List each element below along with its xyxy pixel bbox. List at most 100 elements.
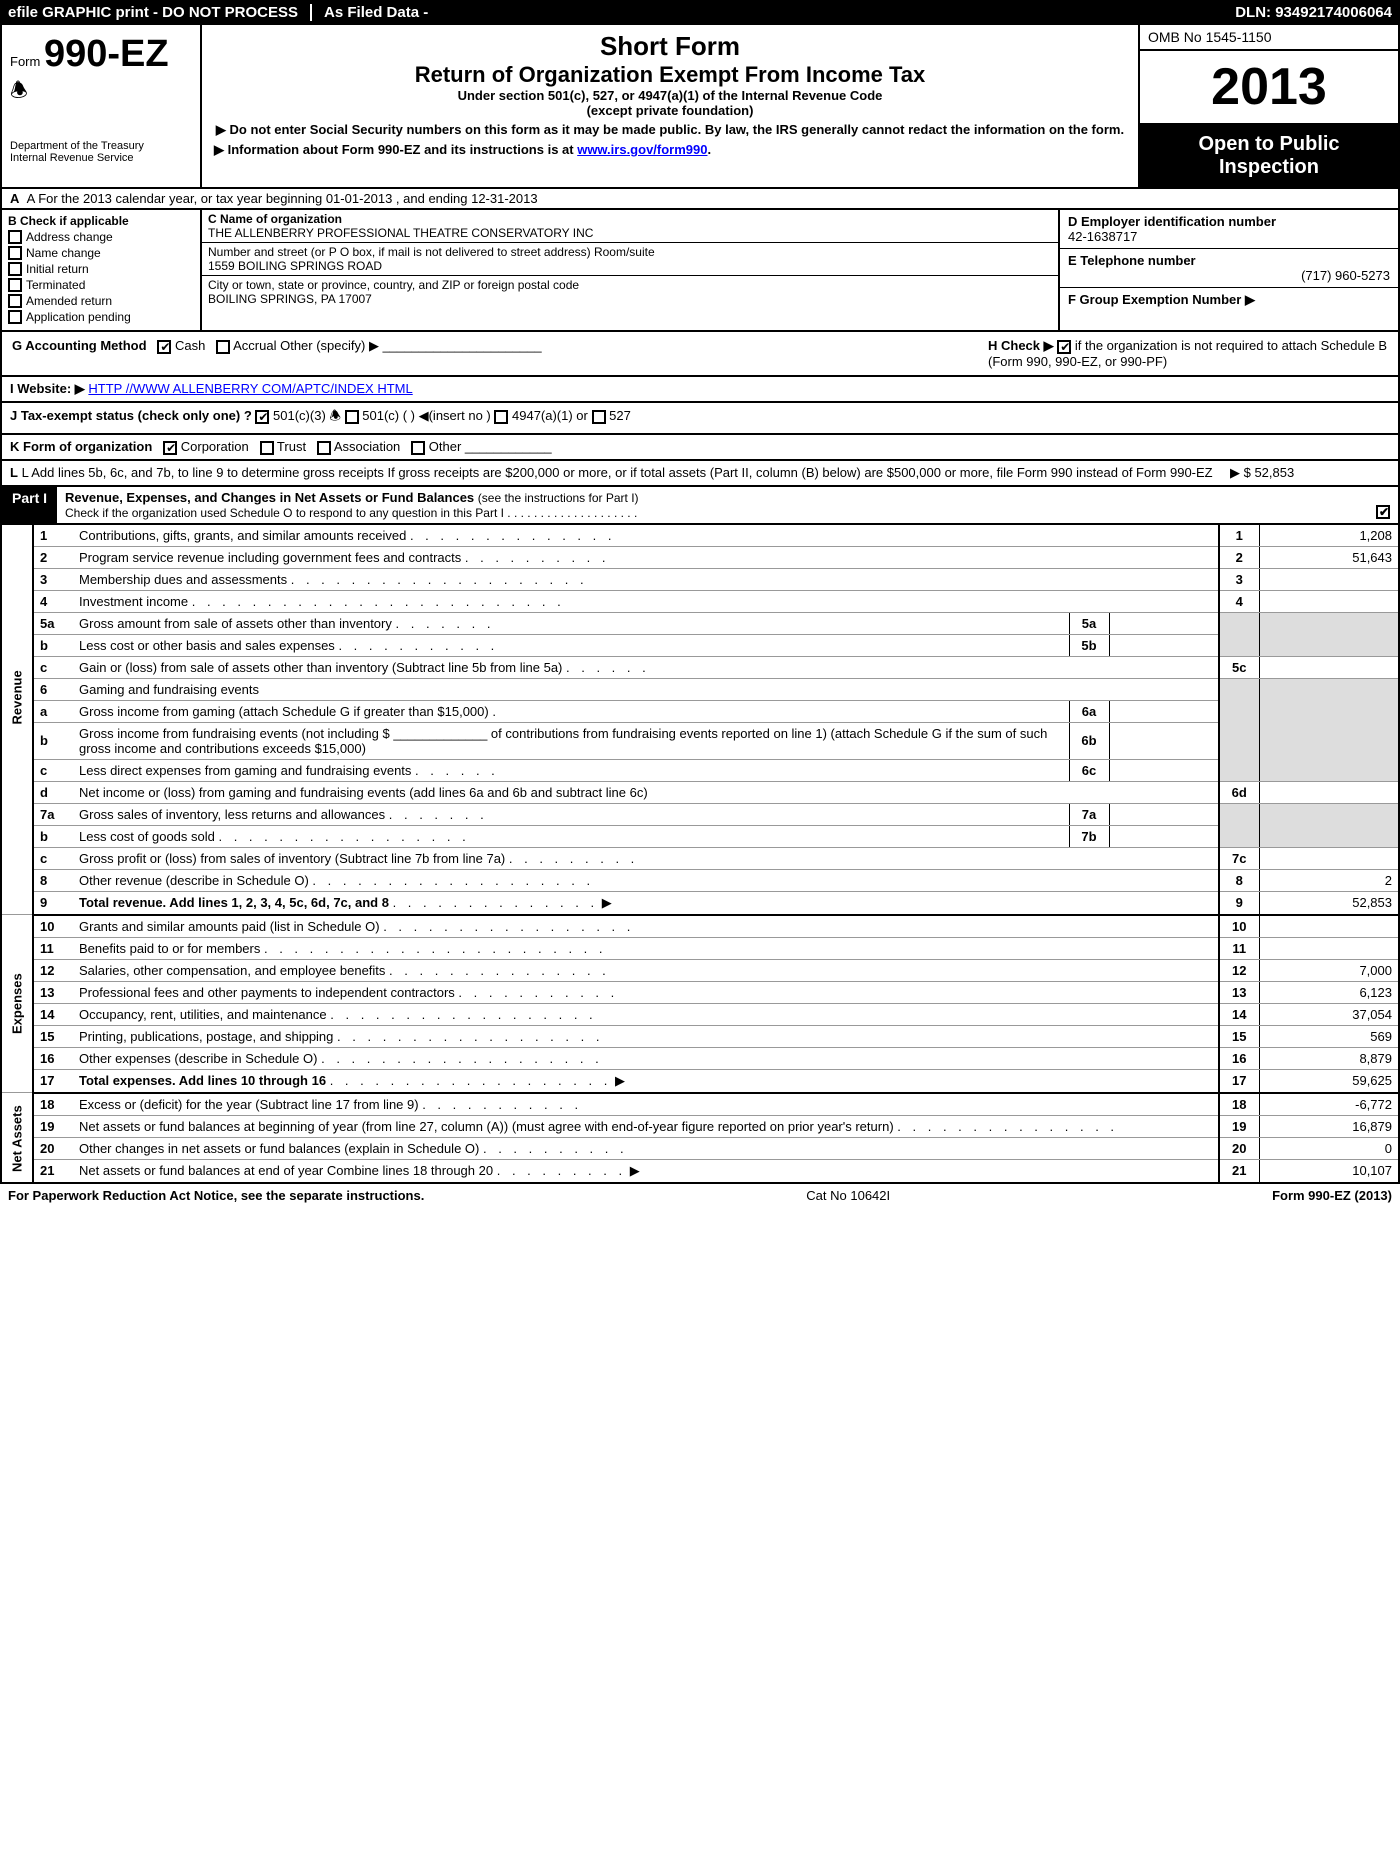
row-8-val: 2 xyxy=(1259,869,1399,891)
row-1-desc: Contributions, gifts, grants, and simila… xyxy=(79,528,406,543)
omb-number: OMB No 1545-1150 xyxy=(1140,25,1398,51)
chk-amended[interactable] xyxy=(8,294,22,308)
chk-501c[interactable] xyxy=(345,410,359,424)
row-20-val: 0 xyxy=(1259,1137,1399,1159)
chk-initial-return[interactable] xyxy=(8,262,22,276)
org-name: THE ALLENBERRY PROFESSIONAL THEATRE CONS… xyxy=(208,226,593,240)
chk-h[interactable] xyxy=(1057,340,1071,354)
asfiled-label: As Filed Data - xyxy=(324,4,440,21)
line-j: J Tax-exempt status (check only one) ? 5… xyxy=(0,403,1400,435)
chk-527[interactable] xyxy=(592,410,606,424)
part-1-check: Check if the organization used Schedule … xyxy=(65,506,637,520)
main-table: Revenue 1Contributions, gifts, grants, a… xyxy=(0,525,1400,1184)
chk-accrual[interactable] xyxy=(216,340,230,354)
c-street-label: Number and street (or P O box, if mail i… xyxy=(208,245,655,259)
chk-assoc[interactable] xyxy=(317,441,331,455)
line-k: K Form of organization Corporation Trust… xyxy=(0,435,1400,461)
row-12-desc: Salaries, other compensation, and employ… xyxy=(79,963,385,978)
chk-4947[interactable] xyxy=(494,410,508,424)
row-21-val: 10,107 xyxy=(1259,1159,1399,1183)
row-19-val: 16,879 xyxy=(1259,1115,1399,1137)
row-13-desc: Professional fees and other payments to … xyxy=(79,985,455,1000)
chk-other[interactable] xyxy=(411,441,425,455)
row-10-desc: Grants and similar amounts paid (list in… xyxy=(79,919,380,934)
row-6-desc: Gaming and fundraising events xyxy=(79,682,259,697)
footer-left: For Paperwork Reduction Act Notice, see … xyxy=(8,1188,424,1203)
org-city: BOILING SPRINGS, PA 17007 xyxy=(208,292,372,306)
efile-label: efile GRAPHIC print - DO NOT PROCESS xyxy=(8,4,312,21)
row-4-val xyxy=(1259,590,1399,612)
form-number: 990-EZ xyxy=(44,33,169,75)
row-2-desc: Program service revenue including govern… xyxy=(79,550,461,565)
part-1-header: Part I Revenue, Expenses, and Changes in… xyxy=(0,487,1400,525)
side-revenue: Revenue xyxy=(1,525,33,870)
line-i-label: I Website: ▶ xyxy=(10,381,85,396)
row-gh: G Accounting Method Cash Accrual Other (… xyxy=(0,332,1400,377)
lbl-name-change: Name change xyxy=(26,246,101,260)
chk-app-pending[interactable] xyxy=(8,310,22,324)
row-18-val: -6,772 xyxy=(1259,1093,1399,1116)
info-prefix: ▶ Information about Form 990-EZ and its … xyxy=(214,142,577,157)
lbl-terminated: Terminated xyxy=(26,278,85,292)
page-footer: For Paperwork Reduction Act Notice, see … xyxy=(0,1184,1400,1207)
row-16-val: 8,879 xyxy=(1259,1047,1399,1069)
chk-terminated[interactable] xyxy=(8,278,22,292)
row-11-desc: Benefits paid to or for members xyxy=(79,941,260,956)
chk-corp[interactable] xyxy=(163,441,177,455)
lbl-other: Other xyxy=(429,439,462,454)
website-link[interactable]: HTTP //WWW ALLENBERRY COM/APTC/INDEX HTM… xyxy=(88,381,412,396)
section-b: B Check if applicable Address change Nam… xyxy=(2,210,202,330)
row-17-desc: Total expenses. Add lines 10 through 16 xyxy=(79,1073,326,1088)
lbl-trust: Trust xyxy=(277,439,306,454)
open-public: Open to PublicInspection xyxy=(1140,125,1398,187)
chk-address-change[interactable] xyxy=(8,230,22,244)
row-1-val: 1,208 xyxy=(1259,525,1399,547)
line-g-label: G Accounting Method xyxy=(12,338,147,353)
row-20-desc: Other changes in net assets or fund bala… xyxy=(79,1141,479,1156)
top-bar: efile GRAPHIC print - DO NOT PROCESS As … xyxy=(0,0,1400,25)
row-6a-desc: Gross income from gaming (attach Schedul… xyxy=(79,704,489,719)
row-6b-desc: Gross income from fundraising events (no… xyxy=(79,726,1047,756)
row-4-desc: Investment income xyxy=(79,594,188,609)
line-l-amount: ▶ $ 52,853 xyxy=(1230,465,1390,481)
row-7b-desc: Less cost of goods sold xyxy=(79,829,215,844)
org-street: 1559 BOILING SPRINGS ROAD xyxy=(208,259,382,273)
chk-trust[interactable] xyxy=(260,441,274,455)
d-ein-label: D Employer identification number xyxy=(1068,214,1276,229)
line-l: L L Add lines 5b, 6c, and 7b, to line 9 … xyxy=(0,461,1400,487)
form-prefix: Form xyxy=(10,54,40,69)
row-7a-desc: Gross sales of inventory, less returns a… xyxy=(79,807,385,822)
section-a-text: A For the 2013 calendar year, or tax yea… xyxy=(27,191,538,206)
chk-part1-scho[interactable] xyxy=(1376,505,1390,519)
lbl-4947: 4947(a)(1) or xyxy=(512,408,588,423)
chk-name-change[interactable] xyxy=(8,246,22,260)
side-netassets: Net Assets xyxy=(1,1093,33,1183)
row-7c-val xyxy=(1259,847,1399,869)
row-15-val: 569 xyxy=(1259,1025,1399,1047)
row-12-val: 7,000 xyxy=(1259,959,1399,981)
lbl-address-change: Address change xyxy=(26,230,113,244)
section-a: A A For the 2013 calendar year, or tax y… xyxy=(0,189,1400,210)
row-11-val xyxy=(1259,937,1399,959)
row-14-val: 37,054 xyxy=(1259,1003,1399,1025)
info-link[interactable]: www.irs.gov/form990 xyxy=(577,142,707,157)
row-21-desc: Net assets or fund balances at end of ye… xyxy=(79,1163,493,1178)
row-9-val: 52,853 xyxy=(1259,891,1399,915)
row-14-desc: Occupancy, rent, utilities, and maintena… xyxy=(79,1007,327,1022)
line-j-label: J Tax-exempt status (check only one) ? xyxy=(10,408,252,423)
line-l-text: L Add lines 5b, 6c, and 7b, to line 9 to… xyxy=(22,465,1213,480)
row-8-desc: Other revenue (describe in Schedule O) xyxy=(79,873,309,888)
c-city-label: City or town, state or province, country… xyxy=(208,278,579,292)
lbl-501c: 501(c) ( ) ◀(insert no ) xyxy=(362,408,490,423)
chk-cash[interactable] xyxy=(157,340,171,354)
row-6d-desc: Net income or (loss) from gaming and fun… xyxy=(79,785,648,800)
part-1-label: Part I xyxy=(2,487,57,523)
c-name-label: C Name of organization xyxy=(208,212,342,226)
return-title: Return of Organization Exempt From Incom… xyxy=(214,62,1126,88)
dept-irs: Internal Revenue Service xyxy=(10,152,192,164)
section-c: C Name of organizationTHE ALLENBERRY PRO… xyxy=(202,210,1058,330)
ein: 42-1638717 xyxy=(1068,229,1137,244)
footer-right: Form 990-EZ (2013) xyxy=(1272,1188,1392,1203)
chk-501c3[interactable] xyxy=(255,410,269,424)
row-5b-desc: Less cost or other basis and sales expen… xyxy=(79,638,335,653)
